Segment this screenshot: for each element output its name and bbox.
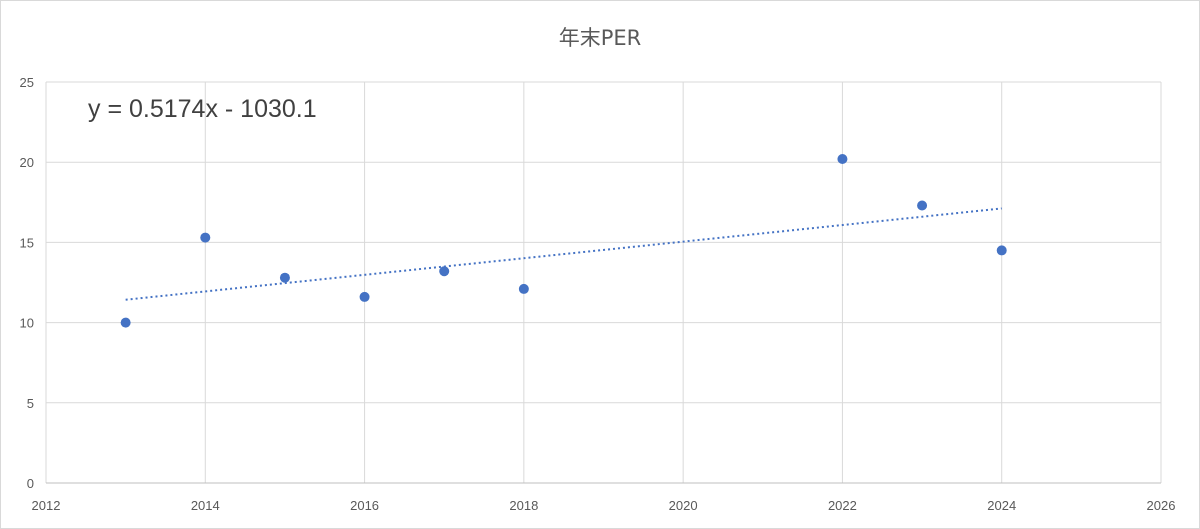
data-points bbox=[120, 153, 1007, 328]
x-tick-label-2024: 2024 bbox=[987, 498, 1016, 513]
y-tick-label-25: 25 bbox=[20, 75, 34, 90]
chart-title: 年末PER bbox=[558, 26, 642, 50]
data-point-2014 bbox=[200, 232, 211, 243]
y-tick-label-10: 10 bbox=[20, 316, 34, 331]
gridlines bbox=[45, 81, 1162, 484]
x-tick-label-2020: 2020 bbox=[669, 498, 698, 513]
data-point-2023 bbox=[917, 200, 928, 211]
data-point-2017 bbox=[439, 266, 450, 277]
trendline-equation: y = 0.5174x - 1030.1 bbox=[88, 95, 317, 123]
data-point-2015 bbox=[279, 272, 290, 283]
data-point-2022 bbox=[837, 153, 848, 164]
y-tick-label-0: 0 bbox=[27, 476, 34, 491]
data-point-2013 bbox=[120, 317, 131, 328]
data-point-2024 bbox=[996, 245, 1007, 256]
x-tick-label-2012: 2012 bbox=[32, 498, 61, 513]
x-tick-label-2014: 2014 bbox=[191, 498, 220, 513]
trendline-group bbox=[125, 207, 1002, 301]
x-tick-label-2016: 2016 bbox=[350, 498, 379, 513]
data-point-2016 bbox=[359, 291, 370, 302]
x-tick-label-2018: 2018 bbox=[509, 498, 538, 513]
y-tick-label-15: 15 bbox=[20, 235, 34, 250]
y-tick-label-20: 20 bbox=[20, 155, 34, 170]
y-tick-label-5: 5 bbox=[27, 396, 34, 411]
x-tick-label-2022: 2022 bbox=[828, 498, 857, 513]
y-tick-labels: 0 5 10 15 20 25 bbox=[20, 75, 34, 491]
trendline bbox=[125, 207, 1002, 301]
x-tick-label-2026: 2026 bbox=[1147, 498, 1176, 513]
data-point-2018 bbox=[518, 283, 529, 294]
x-tick-labels: 2012 2014 2016 2018 2020 2022 2024 2026 bbox=[32, 498, 1176, 513]
